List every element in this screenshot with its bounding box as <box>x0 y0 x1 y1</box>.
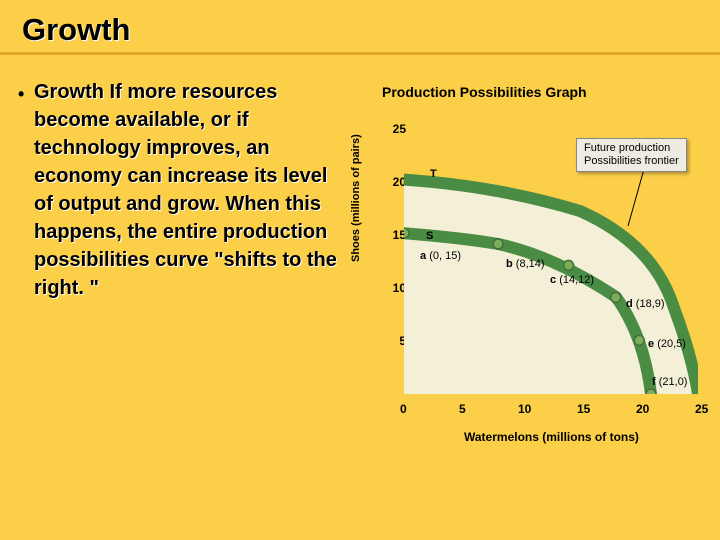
ytick: 20 <box>386 175 406 189</box>
ytick: 10 <box>386 281 406 295</box>
point-b <box>493 239 503 249</box>
bullet-marker: • <box>18 84 24 105</box>
label-c: c (14,12) <box>550 274 594 286</box>
point-a <box>404 228 409 238</box>
xtick: 10 <box>518 402 531 416</box>
ytick: 5 <box>386 334 406 348</box>
label-f: f (21,0) <box>652 376 687 388</box>
page-title: Growth <box>22 12 131 48</box>
xtick: 5 <box>459 402 466 416</box>
inner-curve-S: S <box>426 230 433 242</box>
accent-bar <box>0 52 720 55</box>
x-axis-label: Watermelons (millions of tons) <box>464 430 639 444</box>
bullet-lead: Growth <box>34 81 104 103</box>
point-c <box>564 260 574 270</box>
xtick: 15 <box>577 402 590 416</box>
point-f <box>646 389 656 394</box>
ppf-chart: Shoes (millions of pairs) Watermelons (m… <box>352 120 720 460</box>
label-b: b (8,14) <box>506 258 545 270</box>
label-d: d (18,9) <box>626 298 665 310</box>
callout-line2: Possibilities frontier <box>584 155 679 168</box>
outer-curve-T: T <box>430 168 437 180</box>
chart-title: Production Possibilities Graph <box>382 84 587 100</box>
point-e <box>634 335 644 345</box>
bullet-body: If more resources become available, or i… <box>34 81 337 299</box>
xtick: 20 <box>636 402 649 416</box>
xtick: 0 <box>400 402 407 416</box>
callout-box: Future production Possibilities frontier <box>576 138 687 172</box>
label-a: a (0, 15) <box>420 250 461 262</box>
ytick: 15 <box>386 228 406 242</box>
callout-line1: Future production <box>584 142 679 155</box>
point-d <box>611 293 621 303</box>
xtick: 25 <box>695 402 708 416</box>
label-e: e (20,5) <box>648 338 686 350</box>
bullet-text: Growth If more resources become availabl… <box>34 78 344 302</box>
y-axis-label: Shoes (millions of pairs) <box>350 134 362 262</box>
ytick: 25 <box>386 122 406 136</box>
